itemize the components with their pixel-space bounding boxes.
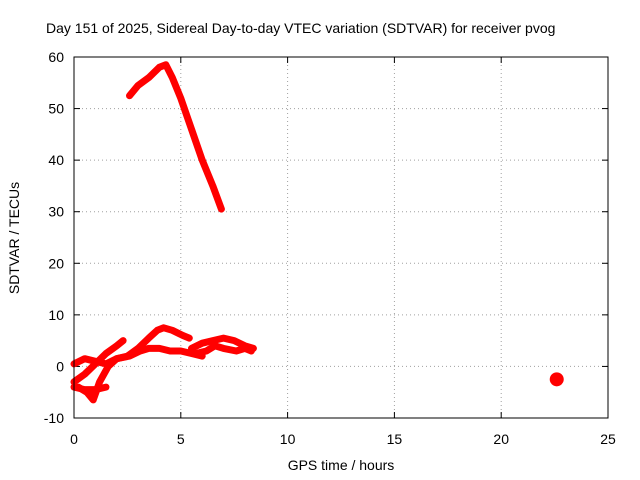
y-tick-label: 30: [48, 204, 64, 220]
grid: [74, 57, 608, 418]
y-tick-label: 60: [48, 49, 64, 65]
y-tick-labels: -10 0 10 20 30 40 50 60: [44, 49, 64, 426]
y-tick-label: -10: [44, 410, 64, 426]
x-tick-label: 20: [493, 431, 509, 447]
series-layer: [70, 61, 564, 404]
plot-frame: [73, 56, 609, 419]
axis-ticks: [73, 56, 609, 419]
y-tick-label: 10: [48, 307, 64, 323]
series-arc-low-6: [192, 342, 255, 357]
x-axis-label: GPS time / hours: [288, 457, 395, 473]
y-tick-label: 40: [48, 152, 64, 168]
y-axis-label: SDTVAR / TECUs: [6, 182, 22, 294]
y-tick-label: 20: [48, 255, 64, 271]
y-tick-label: 50: [48, 101, 64, 117]
x-tick-labels: 0 5 10 15 20 25: [70, 431, 616, 447]
x-tick-label: 0: [70, 431, 78, 447]
y-tick-label: 0: [56, 358, 64, 374]
series-cluster-late: [549, 372, 564, 387]
series-arc-low-2: [70, 337, 127, 386]
x-tick-label: 25: [600, 431, 616, 447]
chart-title: Day 151 of 2025, Sidereal Day-to-day VTE…: [46, 20, 555, 36]
x-tick-label: 10: [280, 431, 296, 447]
x-tick-label: 15: [387, 431, 403, 447]
series-arc-high: [126, 61, 225, 213]
series-arc-low-4: [74, 344, 206, 404]
x-tick-label: 5: [177, 431, 185, 447]
